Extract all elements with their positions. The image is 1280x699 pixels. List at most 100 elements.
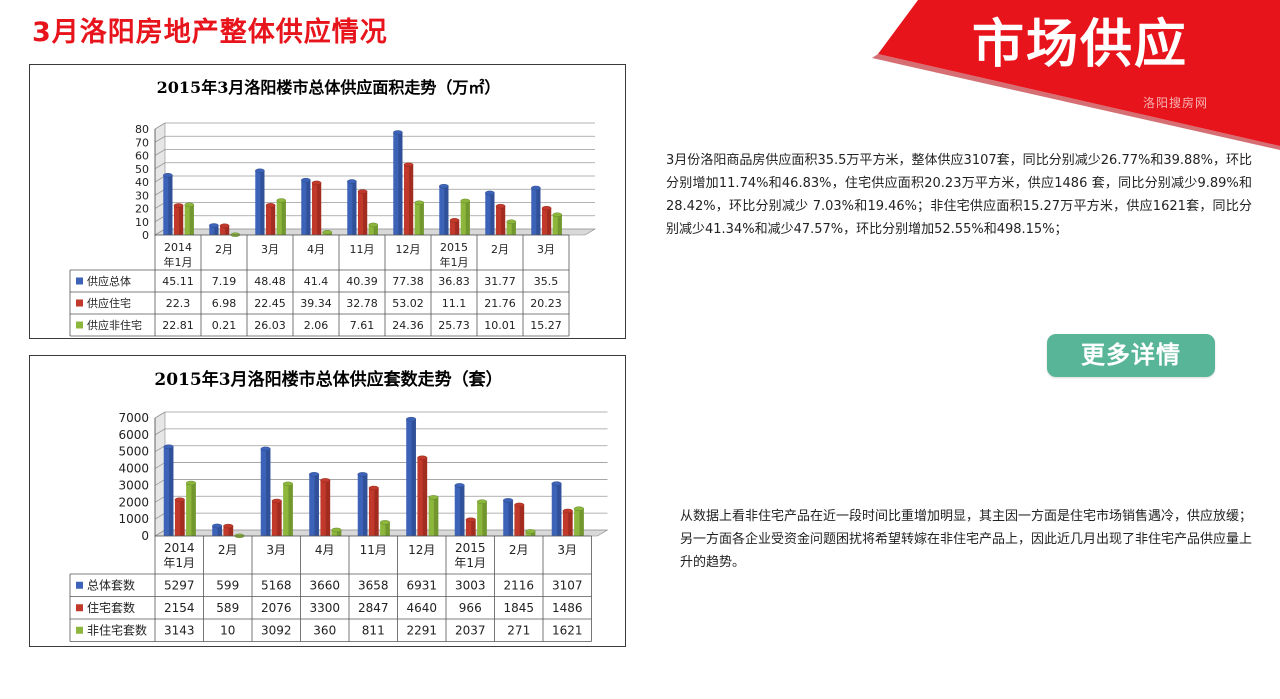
bar-cap (551, 481, 562, 486)
gridline-depth (154, 149, 166, 156)
bar-shade (306, 180, 311, 235)
legend-swatch (76, 299, 83, 307)
bar-cap (449, 218, 460, 223)
bar-cap (219, 223, 230, 228)
bar-1 (357, 474, 368, 536)
chart-title: 2015年3月洛阳楼市总体供应面积走势（万㎡） (157, 78, 501, 97)
bar-cap (506, 219, 517, 224)
data-label: 53.02 (392, 297, 424, 310)
bar-cap (393, 130, 403, 135)
bar-3 (477, 501, 487, 536)
bar-1 (531, 187, 541, 235)
data-label: 22.3 (166, 297, 191, 310)
y-tick-label: 2000 (118, 495, 149, 509)
chart-supply-units: 2015年3月洛阳楼市总体供应套数走势（套） 0 1000 2000 3000 4000 5… (29, 355, 626, 647)
data-label: 40.39 (346, 275, 378, 288)
bar-shade (547, 208, 552, 235)
x-tick-label: 12月 (396, 243, 421, 256)
bar-cap (255, 168, 265, 173)
data-label: 6931 (406, 578, 437, 592)
bar-shade (314, 474, 319, 536)
bar-2 (514, 504, 525, 536)
y-tick-label: 0 (142, 229, 149, 242)
bar-shade (519, 504, 525, 536)
legend-swatch (76, 277, 83, 285)
bar-cap (562, 508, 573, 514)
bar-cap (525, 529, 536, 534)
y-tick-label: 20 (135, 203, 149, 216)
bar-1 (551, 483, 562, 536)
bar-shade (508, 500, 513, 536)
bar-2 (495, 206, 506, 235)
gridline-depth (154, 479, 166, 486)
bar-shade (471, 519, 476, 536)
more-details-button[interactable]: 更多详情 (1047, 334, 1215, 377)
bar-2 (357, 191, 368, 235)
data-label: 3143 (164, 623, 195, 637)
data-label: 360 (313, 623, 336, 637)
y-tick-label: 1000 (118, 512, 149, 526)
bar-3 (525, 531, 536, 536)
x-tick-label: 11月 (350, 243, 375, 256)
bar-cap (309, 472, 320, 477)
data-label: 36.83 (438, 275, 470, 288)
gridline-depth (154, 529, 166, 537)
bar-shade (277, 501, 282, 536)
chart-supply-units-svg: 2015年3月洛阳楼市总体供应套数走势（套） 0 1000 2000 3000 4000 5… (69, 369, 609, 642)
data-label: 3003 (455, 578, 486, 592)
bar-shade (363, 191, 368, 235)
bar-2 (541, 208, 552, 235)
bar-cap (276, 198, 287, 203)
bar-1 (301, 180, 311, 235)
data-label: 26.03 (254, 319, 286, 332)
bar-shade (189, 204, 194, 235)
bar-shade (557, 483, 562, 536)
bar-cap (552, 212, 563, 217)
bar-cap (531, 185, 541, 191)
bar-2 (265, 205, 276, 235)
data-label: 271 (507, 623, 530, 637)
legend-entry: 非住宅套数 (87, 622, 147, 637)
data-label: 1845 (503, 601, 534, 615)
data-label: 7.61 (350, 319, 375, 332)
bar-cap (514, 502, 525, 508)
bar-2 (174, 499, 185, 536)
page-title: 3月洛阳房地产整体供应情况 (32, 17, 388, 48)
bar-shade (281, 200, 286, 235)
data-label: 3092 (261, 623, 292, 637)
bar-cap (439, 184, 449, 189)
bar-shade (557, 214, 562, 235)
data-label: 3660 (309, 578, 340, 592)
data-label: 0.21 (212, 319, 237, 332)
bar-3 (184, 204, 194, 235)
data-label: 1621 (552, 623, 583, 637)
bar-shade (352, 181, 357, 235)
bar-cap (379, 520, 391, 525)
bar-2 (311, 182, 322, 235)
data-label: 2116 (503, 578, 534, 592)
y-tick-label: 70 (135, 136, 149, 149)
bar-shade (317, 182, 322, 235)
summary-paragraph: 3月份洛阳商品房供应面积35.5万平方米，整体供应3107套，同比分别减少26.… (666, 153, 1252, 237)
bar-shade (169, 446, 174, 536)
data-label: 5168 (261, 578, 292, 592)
bar-cap (403, 162, 414, 167)
bar-1 (406, 419, 416, 536)
bar-1 (393, 132, 403, 235)
x-tick-label: 年1月 (164, 255, 193, 269)
gridline-depth (154, 411, 166, 419)
bar-shade (325, 480, 331, 536)
bar-shade (374, 488, 379, 536)
gridline-depth (154, 512, 166, 520)
data-label: 7.19 (212, 275, 237, 288)
watermark-text: 洛阳搜房网 (1143, 96, 1209, 110)
data-label: 15.27 (530, 319, 562, 332)
bar-1 (260, 448, 271, 536)
bar-shade (385, 522, 390, 536)
bar-3 (552, 214, 562, 235)
data-label: 589 (216, 601, 239, 615)
y-tick-label: 60 (135, 150, 149, 163)
x-tick-label: 2月 (215, 243, 233, 256)
data-label: 4640 (406, 601, 437, 615)
bar-2 (219, 225, 230, 235)
